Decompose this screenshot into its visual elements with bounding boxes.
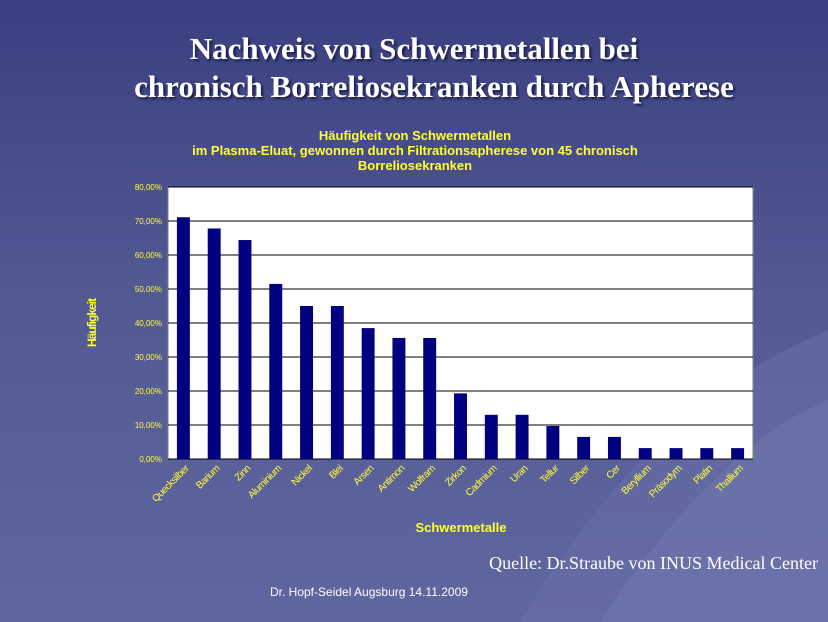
slide-title: Nachweis von Schwermetallen bei chronisc… <box>0 30 828 106</box>
y-tick-label: 30,00% <box>135 353 162 362</box>
bar <box>515 414 529 459</box>
bar <box>330 306 344 459</box>
x-tick-label: Thallium <box>714 463 746 495</box>
bar <box>454 393 467 459</box>
bar <box>392 337 406 459</box>
x-tick-label: Cadmium <box>464 463 500 499</box>
bar <box>269 283 283 459</box>
x-tick-label: Wolfram <box>406 463 438 495</box>
chart-title-line1: Häufigkeit von Schwermetallen <box>318 128 512 143</box>
y-tick-labels: 0,00% 10,00% 20,00% 30,00% 40,00% 50,00% 60,00… <box>135 183 162 464</box>
x-tick-label: Quecksilber <box>150 463 192 505</box>
source-note: Quelle: Dr.Straube von INUS Medical Cent… <box>489 553 818 573</box>
x-tick-label: Arsen <box>352 463 376 487</box>
x-tick-label: Zirkon <box>443 463 468 488</box>
x-tick-label: Nickel <box>290 463 315 488</box>
x-tick-label: Antimon <box>376 463 407 494</box>
x-tick-label: Barium <box>194 463 222 491</box>
slide-title-line1: Nachweis von Schwermetallen bei <box>189 31 639 66</box>
x-tick-label: Platin <box>692 463 715 486</box>
y-tick-label: 0,00% <box>139 455 162 464</box>
bar <box>176 217 190 459</box>
bar <box>731 448 745 459</box>
bar <box>484 414 498 459</box>
gridlines <box>168 186 753 460</box>
x-tick-label: Tellur <box>538 463 561 486</box>
bar <box>700 448 714 459</box>
bar <box>607 436 621 459</box>
chart-title-line2: im Plasma-Eluat, gewonnen durch Filtrati… <box>192 143 638 158</box>
x-axis-label: Schwermetalle <box>415 520 506 535</box>
y-tick-label: 40,00% <box>135 319 162 328</box>
x-tick-label: Cer <box>604 463 623 482</box>
y-tick-label: 20,00% <box>135 387 162 396</box>
bar <box>207 228 221 459</box>
bar <box>238 240 252 459</box>
chart-title-line3: Borreliosekranken <box>357 158 473 173</box>
x-tick-label: Zinn <box>233 463 253 483</box>
chart-title: Häufigkeit von Schwermetallen im Plasma-… <box>100 128 730 173</box>
x-tick-label: Blei <box>327 463 345 481</box>
bar <box>669 448 683 459</box>
slide-title-line2: chronisch Borreliosekranken durch Aphere… <box>134 69 734 104</box>
bar <box>300 306 314 459</box>
x-tick-label: Aluminium <box>246 463 284 501</box>
y-tick-label: 60,00% <box>135 251 162 260</box>
y-tick-label: 70,00% <box>135 217 162 226</box>
x-tick-label: Präsodym <box>647 463 684 500</box>
bar <box>423 337 437 459</box>
slide-footer: Dr. Hopf-Seidel Augsburg 14.11.2009 <box>270 585 468 599</box>
bar <box>361 328 375 459</box>
y-axis-label: Häufigkeit <box>85 298 99 347</box>
x-tick-label: Silber <box>568 463 593 488</box>
y-tick-label: 50,00% <box>135 285 162 294</box>
y-tick-label: 80,00% <box>135 183 162 192</box>
x-tick-label: Uran <box>509 463 531 485</box>
y-tick-label: 10,00% <box>135 421 162 430</box>
bar <box>546 426 560 459</box>
bar <box>638 448 652 459</box>
bar <box>577 436 591 459</box>
bars <box>176 217 745 459</box>
